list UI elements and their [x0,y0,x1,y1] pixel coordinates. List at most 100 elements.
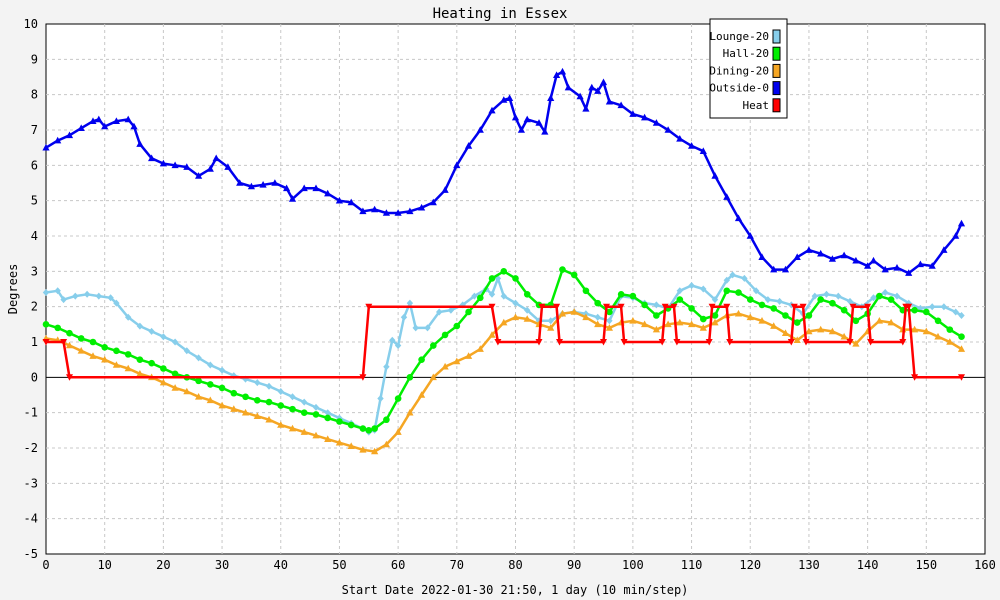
dining-20-point [230,405,238,412]
y-tick-label: 8 [31,88,38,102]
dining-20-point [511,313,520,321]
lounge-20-point [547,317,554,325]
outside-0-point [564,83,572,91]
lounge-20-point [811,292,818,300]
lounge-20-point [471,292,478,300]
outside-0-point [617,101,625,109]
dining-20-point [500,318,508,326]
lounge-20-point [265,382,273,390]
outside-0-point [42,143,50,151]
lounge-20-point [846,297,854,305]
dining-20-point [887,318,895,326]
outside-0-point [183,163,191,170]
outside-0-point [940,246,948,253]
hall-20-point [711,312,719,319]
outside-0-point [605,97,613,105]
dining-20-point [359,446,367,453]
outside-0-point [283,184,291,192]
outside-0-point [89,117,97,124]
hall-20-point [653,312,660,319]
heat-point [553,303,561,311]
hall-20-point [582,287,590,295]
heat-point [905,303,913,311]
dining-20-point [523,315,531,322]
hall-20-point [793,319,801,326]
lounge-20-point [524,306,531,314]
heat-point [958,374,965,381]
outside-0-point [506,94,514,101]
hall-20-point [887,296,895,303]
outside-0-point [852,256,860,264]
outside-0-point [817,249,825,257]
lounge-20-point [741,274,748,282]
lounge-20-point [60,296,67,304]
hall-20-point [277,402,285,409]
hall-20-point [559,266,566,273]
outside-0-point [271,179,279,186]
hall-20-point [148,359,155,367]
hall-20-point [441,331,449,339]
lounge-20-point [42,289,50,296]
dining-20-point [746,313,754,321]
heat-point [705,339,713,346]
hall-20-point [488,275,496,282]
lounge-20-point [905,299,912,307]
lounge-20-point [723,276,730,284]
dining-20-point [371,447,379,455]
hall-20-point [171,370,179,378]
dining-20-point [828,327,836,335]
x-tick-label: 130 [798,558,820,572]
lounge-20-point [512,299,519,307]
hall-20-point [840,306,848,314]
heat-line [46,305,962,379]
dining-20-point [641,320,649,328]
hall-20-point [124,351,132,358]
y-tick-label: -5 [24,547,38,561]
series-hall-20 [42,266,965,434]
dining-20-point [265,415,273,423]
heat-point [790,303,798,311]
heat-point [535,339,543,346]
hall-20-point [770,305,778,312]
dining-20-point [570,308,578,315]
hall-20-point [230,389,238,397]
hall-20-point [365,427,373,434]
outside-0-point [558,67,567,75]
lounge-20-point [183,347,190,355]
dining-20-point [218,401,226,409]
lounge-20-point [289,393,296,401]
heat-point [658,339,666,346]
dining-20-point [605,324,613,331]
dining-20-point [89,352,97,359]
dining-20-point [734,309,743,317]
outside-0-point [324,189,332,197]
hall-20-point [852,317,860,325]
hall-20-point [594,299,601,307]
heat-point [911,374,919,381]
lounge-20-point [447,306,455,314]
x-tick-label: 150 [915,558,937,572]
lounge-20-point [400,313,408,321]
dining-20-point [946,338,954,345]
dining-20-point [817,325,825,333]
outside-0-point [916,260,924,268]
grid [46,24,985,554]
dining-20-point [406,408,414,416]
outside-0-point [259,181,267,188]
hall-20-point [500,268,508,275]
heat-point [802,339,810,346]
dining-20-point [382,440,390,448]
series-dining-20 [42,308,966,455]
hall-20-point [195,377,202,385]
x-tick-label: 70 [450,558,464,572]
dining-20-point [464,352,473,359]
lounge-20-point [940,303,948,311]
hall-20-point [242,393,249,401]
x-tick-label: 30 [215,558,229,572]
lounge-20-point [676,287,683,295]
hall-20-point [113,347,120,355]
dining-20-point [488,331,496,338]
hall-20-point [958,333,965,341]
outside-0-point [594,87,602,94]
